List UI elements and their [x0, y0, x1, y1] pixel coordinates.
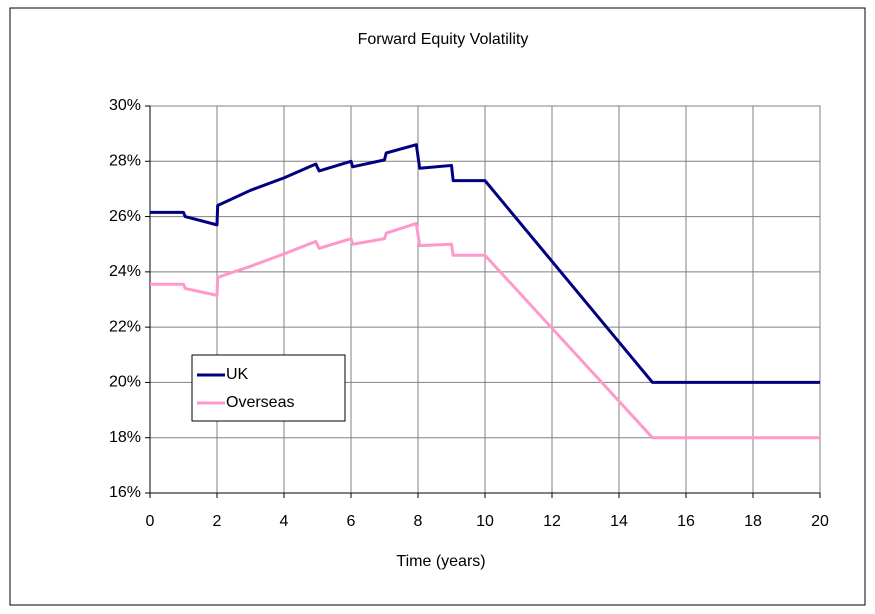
x-tick-label: 10 — [476, 513, 494, 530]
x-tick-label: 6 — [347, 513, 356, 530]
series-line — [150, 143, 820, 384]
x-tick-label: 14 — [610, 513, 628, 530]
x-tick-label: 12 — [543, 513, 561, 530]
x-tick-label: 20 — [811, 513, 829, 530]
chart-title: Forward Equity Volatility — [358, 31, 529, 48]
legend-label: UK — [226, 366, 249, 383]
x-tick-label: 4 — [280, 513, 289, 530]
x-tick-label: 8 — [414, 513, 423, 530]
y-tick-label: 20% — [109, 374, 141, 391]
x-tick-label: 0 — [146, 513, 155, 530]
x-tick-label: 18 — [744, 513, 762, 530]
x-tick-label: 2 — [213, 513, 222, 530]
y-tick-label: 18% — [109, 429, 141, 446]
x-axis-label: Time (years) — [396, 553, 485, 570]
y-tick-label: 28% — [109, 153, 141, 170]
legend-box — [191, 354, 346, 422]
y-tick-label: 30% — [109, 97, 141, 114]
y-tick-label: 16% — [109, 484, 141, 501]
x-tick-label: 16 — [677, 513, 695, 530]
legend-label: Overseas — [226, 394, 294, 411]
y-tick-label: 26% — [109, 208, 141, 225]
y-tick-label: 22% — [109, 318, 141, 335]
series-line — [150, 221, 820, 440]
y-tick-label: 24% — [109, 263, 141, 280]
